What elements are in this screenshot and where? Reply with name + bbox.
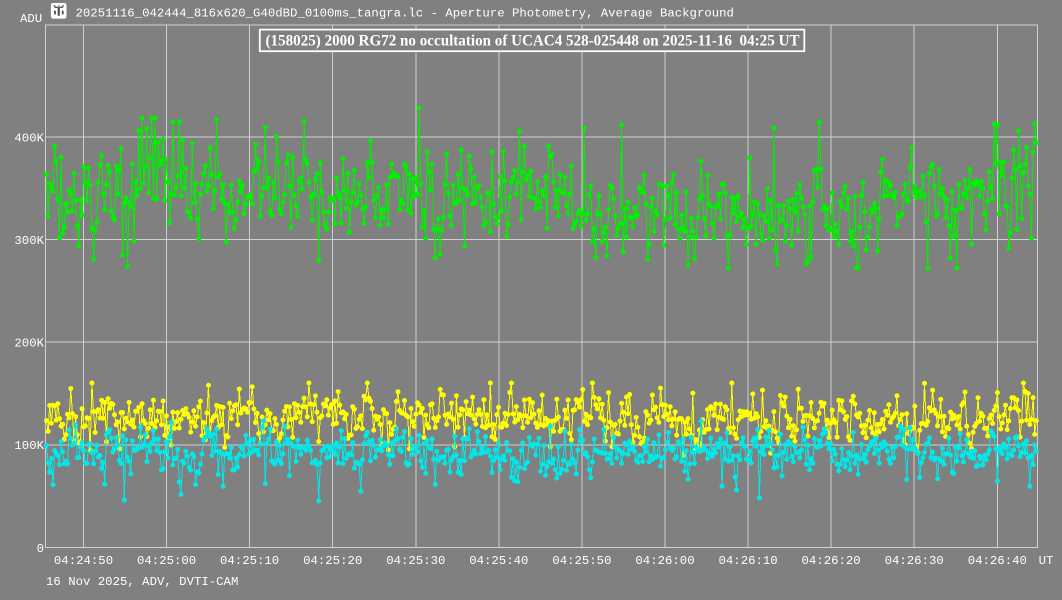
svg-text:04:26:40: 04:26:40 — [968, 554, 1027, 568]
svg-text:100K: 100K — [14, 439, 44, 453]
svg-text:300K: 300K — [14, 234, 44, 248]
svg-text:04:25:10: 04:25:10 — [220, 554, 279, 568]
svg-text:04:25:40: 04:25:40 — [469, 554, 528, 568]
svg-text:04:24:50: 04:24:50 — [54, 554, 113, 568]
svg-text:20251116_042444_816x620_G40dBD: 20251116_042444_816x620_G40dBD_0100ms_ta… — [76, 7, 734, 21]
svg-text:04:25:20: 04:25:20 — [303, 554, 362, 568]
svg-text:16 Nov 2025, ADV, DVTI-CAM: 16 Nov 2025, ADV, DVTI-CAM — [46, 575, 238, 589]
svg-text:0: 0 — [37, 542, 44, 556]
svg-text:04:26:00: 04:26:00 — [635, 554, 694, 568]
svg-text:04:25:50: 04:25:50 — [552, 554, 611, 568]
svg-text:UT: UT — [1039, 554, 1054, 568]
svg-text:200K: 200K — [14, 337, 44, 351]
svg-text:04:26:30: 04:26:30 — [885, 554, 944, 568]
svg-text:(158025) 2000 RG72 no occultat: (158025) 2000 RG72 no occultation of UCA… — [266, 33, 800, 50]
svg-text:04:26:20: 04:26:20 — [802, 554, 861, 568]
svg-text:04:26:10: 04:26:10 — [719, 554, 778, 568]
svg-text:ADU: ADU — [20, 12, 42, 26]
svg-text:04:25:00: 04:25:00 — [137, 554, 196, 568]
svg-text:400K: 400K — [14, 131, 44, 145]
svg-text:04:25:30: 04:25:30 — [386, 554, 445, 568]
